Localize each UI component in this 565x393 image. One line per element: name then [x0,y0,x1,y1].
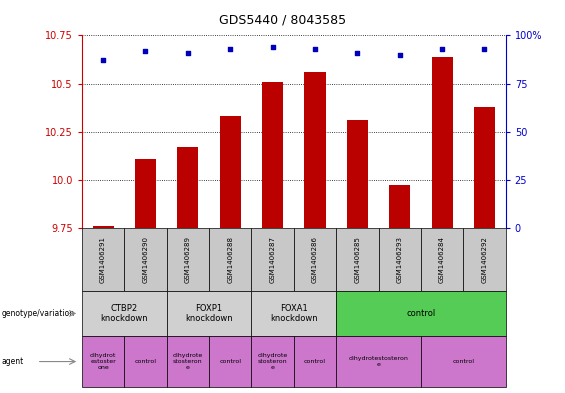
Text: GSM1406293: GSM1406293 [397,236,403,283]
Point [141,48,150,54]
Text: dihydrotestosteron
e: dihydrotestosteron e [349,356,408,367]
Bar [262,82,283,228]
Bar [347,120,368,228]
Point [98,57,107,64]
Text: control: control [406,309,436,318]
Point [396,51,405,58]
Bar [305,72,325,228]
Text: genotype/variation: genotype/variation [1,309,74,318]
Bar [432,57,453,228]
Text: GSM1406291: GSM1406291 [100,236,106,283]
Text: control: control [453,359,474,364]
Text: GSM1406292: GSM1406292 [481,236,488,283]
Text: GSM1406285: GSM1406285 [354,236,360,283]
Point [480,46,489,52]
Bar [135,159,156,228]
Text: FOXP1
knockdown: FOXP1 knockdown [185,304,233,323]
Text: CTBP2
knockdown: CTBP2 knockdown [101,304,148,323]
Text: dihydrote
stosteron
e: dihydrote stosteron e [173,353,203,370]
Bar [220,116,241,228]
Point [311,46,320,52]
Text: GSM1406287: GSM1406287 [270,236,276,283]
Text: FOXA1
knockdown: FOXA1 knockdown [270,304,318,323]
Text: dihydrote
stosteron
e: dihydrote stosteron e [258,353,288,370]
Bar [177,147,198,228]
Text: GSM1406289: GSM1406289 [185,236,191,283]
Text: GSM1406284: GSM1406284 [439,236,445,283]
Point [226,46,235,52]
Text: GSM1406290: GSM1406290 [142,236,149,283]
Point [437,46,446,52]
Text: control: control [219,359,241,364]
Point [353,50,362,56]
Text: GSM1406286: GSM1406286 [312,236,318,283]
Text: control: control [134,359,157,364]
Text: control: control [304,359,326,364]
Point [183,50,192,56]
Text: dihydrot
estoster
one: dihydrot estoster one [90,353,116,370]
Bar [93,226,114,228]
Bar [474,107,495,228]
Text: GDS5440 / 8043585: GDS5440 / 8043585 [219,14,346,27]
Text: GSM1406288: GSM1406288 [227,236,233,283]
Point [268,44,277,50]
Text: agent: agent [1,357,23,366]
Bar [389,185,410,228]
